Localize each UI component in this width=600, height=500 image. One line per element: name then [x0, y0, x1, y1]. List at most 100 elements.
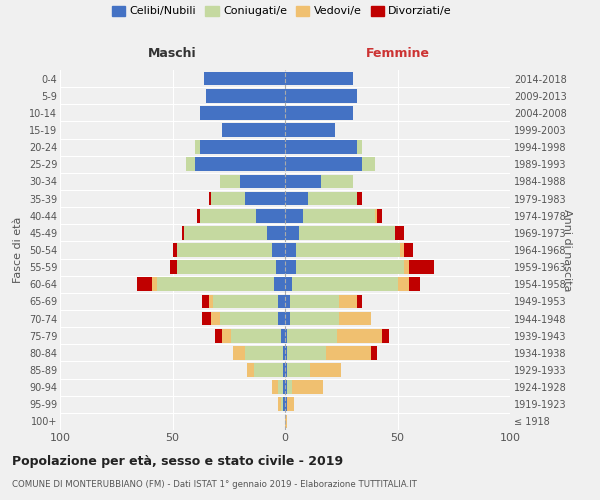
Bar — [197, 209, 199, 222]
Bar — [271, 380, 278, 394]
Bar — [357, 140, 361, 154]
Bar — [233, 346, 245, 360]
Bar — [283, 398, 285, 411]
Bar — [231, 329, 281, 342]
Bar — [398, 278, 409, 291]
Bar — [195, 140, 199, 154]
Bar — [283, 380, 285, 394]
Bar — [371, 346, 377, 360]
Bar — [276, 260, 285, 274]
Bar — [296, 260, 404, 274]
Bar — [285, 209, 303, 222]
Bar — [303, 209, 375, 222]
Text: COMUNE DI MONTERUBBIANO (FM) - Dati ISTAT 1° gennaio 2019 - Elaborazione TUTTITA: COMUNE DI MONTERUBBIANO (FM) - Dati ISTA… — [12, 480, 417, 489]
Bar — [285, 414, 287, 428]
Bar — [285, 312, 290, 326]
Text: Femmine: Femmine — [365, 47, 430, 60]
Bar — [204, 72, 285, 86]
Bar — [220, 174, 240, 188]
Bar — [177, 260, 276, 274]
Bar — [157, 278, 274, 291]
Bar — [285, 243, 296, 257]
Bar — [404, 260, 409, 274]
Legend: Celibi/Nubili, Coniugati/e, Vedovi/e, Divorziati/e: Celibi/Nubili, Coniugati/e, Vedovi/e, Di… — [112, 6, 452, 16]
Bar — [182, 226, 184, 239]
Bar — [285, 72, 353, 86]
Bar — [245, 346, 283, 360]
Bar — [299, 226, 395, 239]
Bar — [278, 398, 281, 411]
Bar — [357, 294, 361, 308]
Bar — [195, 158, 285, 171]
Bar — [400, 243, 404, 257]
Bar — [357, 192, 361, 205]
Bar — [283, 346, 285, 360]
Bar — [287, 329, 337, 342]
Bar — [267, 226, 285, 239]
Bar — [278, 294, 285, 308]
Text: Maschi: Maschi — [148, 47, 197, 60]
Bar — [409, 278, 420, 291]
Bar — [278, 312, 285, 326]
Bar — [339, 312, 371, 326]
Y-axis label: Fasce di età: Fasce di età — [13, 217, 23, 283]
Bar — [152, 278, 157, 291]
Bar — [170, 260, 177, 274]
Bar — [271, 243, 285, 257]
Bar — [285, 260, 296, 274]
Bar — [256, 209, 285, 222]
Bar — [285, 158, 361, 171]
Bar — [285, 329, 287, 342]
Bar — [290, 312, 339, 326]
Bar — [283, 363, 285, 377]
Bar — [382, 329, 389, 342]
Bar — [209, 192, 211, 205]
Bar — [310, 363, 341, 377]
Bar — [325, 346, 371, 360]
Bar — [292, 278, 398, 291]
Bar — [137, 278, 152, 291]
Bar — [287, 380, 292, 394]
Bar — [281, 398, 283, 411]
Bar — [222, 329, 231, 342]
Bar — [285, 363, 287, 377]
Bar — [274, 278, 285, 291]
Bar — [308, 192, 357, 205]
Bar — [213, 294, 278, 308]
Bar — [285, 380, 287, 394]
Bar — [339, 294, 357, 308]
Bar — [285, 294, 290, 308]
Bar — [278, 380, 283, 394]
Bar — [199, 106, 285, 120]
Bar — [290, 294, 339, 308]
Bar — [209, 294, 213, 308]
Bar — [395, 226, 404, 239]
Bar — [247, 363, 254, 377]
Bar — [202, 312, 211, 326]
Bar — [285, 398, 287, 411]
Bar — [211, 192, 245, 205]
Bar — [281, 329, 285, 342]
Bar — [285, 278, 292, 291]
Bar — [254, 363, 283, 377]
Bar — [287, 398, 294, 411]
Bar — [240, 174, 285, 188]
Bar — [285, 174, 321, 188]
Bar — [404, 243, 413, 257]
Text: Popolazione per età, sesso e stato civile - 2019: Popolazione per età, sesso e stato civil… — [12, 455, 343, 468]
Bar — [184, 226, 267, 239]
Bar — [199, 209, 256, 222]
Bar — [377, 209, 382, 222]
Bar — [287, 346, 325, 360]
Bar — [361, 158, 375, 171]
Bar — [202, 294, 209, 308]
Bar — [287, 363, 310, 377]
Bar — [285, 192, 308, 205]
Bar — [285, 346, 287, 360]
Bar — [206, 89, 285, 102]
Bar — [337, 329, 382, 342]
Bar — [321, 174, 353, 188]
Bar — [199, 140, 285, 154]
Bar — [186, 158, 195, 171]
Bar — [245, 192, 285, 205]
